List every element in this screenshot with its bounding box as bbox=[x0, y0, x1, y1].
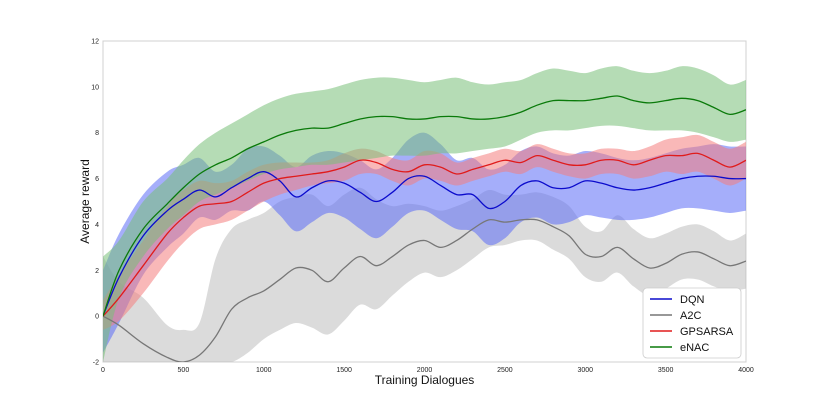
x-tick-label: 3000 bbox=[577, 367, 593, 374]
legend-label-dqn: DQN bbox=[680, 294, 705, 306]
legend-label-a2c: A2C bbox=[680, 310, 701, 322]
x-tick-label: 3500 bbox=[658, 367, 674, 374]
x-tick-label: 1500 bbox=[336, 367, 352, 374]
x-tick-label: 4000 bbox=[738, 367, 754, 374]
line-gpsarsa bbox=[103, 152, 746, 317]
x-tick-label: 2500 bbox=[497, 367, 513, 374]
y-tick-label: 10 bbox=[91, 84, 99, 91]
y-tick-label: -2 bbox=[93, 360, 99, 367]
legend: DQN A2C GPSARSA eNAC bbox=[642, 287, 742, 359]
y-tick-label: 0 bbox=[95, 314, 99, 321]
y-tick-label: 4 bbox=[95, 222, 99, 229]
legend-label-enac: eNAC bbox=[680, 342, 709, 354]
band-enac bbox=[103, 66, 746, 362]
y-tick-label: 6 bbox=[95, 176, 99, 183]
y-axis-ticks: -2 0 2 4 6 8 10 12 bbox=[91, 39, 99, 367]
line-enac bbox=[103, 95, 746, 317]
series-lines bbox=[103, 95, 746, 362]
legend-box bbox=[642, 287, 742, 359]
x-axis-ticks: 0 500 1000 1500 2000 2500 3000 3500 4000 bbox=[101, 367, 754, 374]
y-axis-label: Average reward bbox=[78, 159, 92, 244]
x-axis-label: Training Dialogues bbox=[375, 373, 475, 387]
y-tick-label: 2 bbox=[95, 268, 99, 275]
x-tick-label: 500 bbox=[178, 367, 190, 374]
band-a2c bbox=[103, 187, 746, 362]
x-tick-label: 0 bbox=[101, 367, 105, 374]
x-tick-label: 1000 bbox=[256, 367, 272, 374]
line-a2c bbox=[103, 218, 746, 362]
legend-label-gpsarsa: GPSARSA bbox=[680, 326, 734, 338]
y-tick-label: 12 bbox=[91, 39, 99, 46]
y-tick-label: 8 bbox=[95, 130, 99, 137]
x-tick-label: 2000 bbox=[417, 367, 433, 374]
line-dqn bbox=[103, 171, 746, 317]
